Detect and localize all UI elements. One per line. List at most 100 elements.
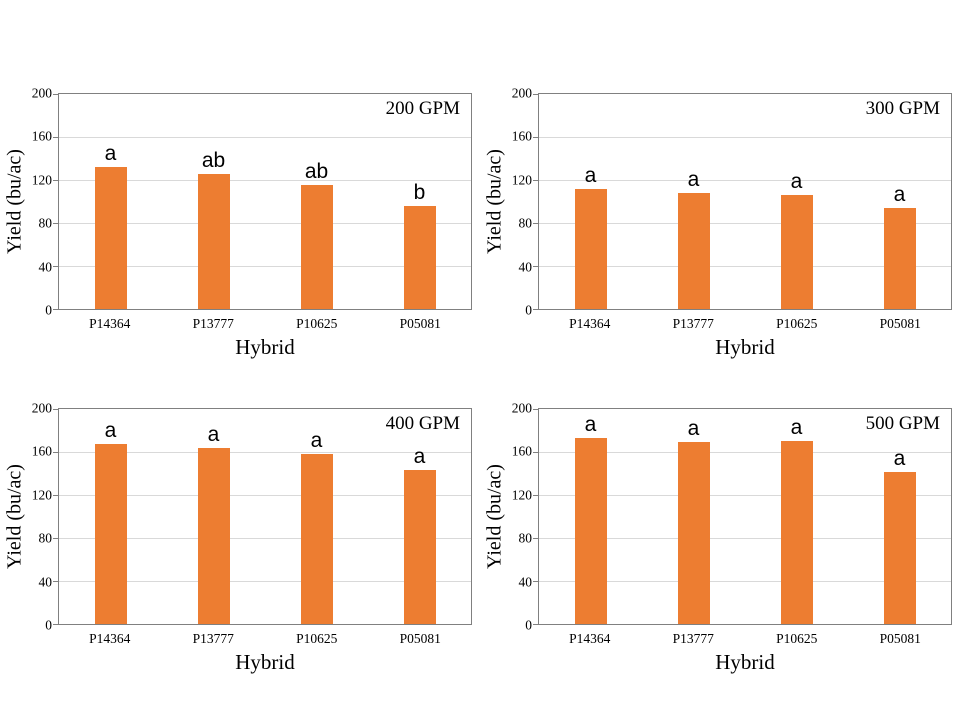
bar-p10625 bbox=[300, 185, 333, 309]
x-tick-label-p13777: P13777 bbox=[672, 316, 714, 331]
x-tick-label-p13777: P13777 bbox=[672, 631, 714, 646]
y-tick-label: 160 bbox=[31, 443, 52, 459]
y-tick-label: 200 bbox=[511, 400, 532, 416]
gridline-80 bbox=[539, 538, 951, 539]
sig-letter-p10625: ab bbox=[304, 160, 329, 184]
y-axis-tick-labels: 0 40 80 120 160 200 bbox=[480, 86, 532, 316]
bar-p14364 bbox=[94, 444, 127, 624]
sig-letter-p14364: a bbox=[104, 142, 117, 166]
x-tick-label-p10625: P10625 bbox=[776, 631, 818, 646]
sig-letter-p05081: a bbox=[893, 447, 906, 471]
y-tick-label: 120 bbox=[31, 487, 52, 503]
y-tick-label: 120 bbox=[511, 487, 532, 503]
x-tick-label-p13777: P13777 bbox=[192, 631, 234, 646]
sig-letter-p13777: ab bbox=[201, 148, 226, 172]
y-tick-mark bbox=[533, 581, 539, 582]
bar-p13777 bbox=[677, 192, 710, 309]
x-tick-label-p14364: P14364 bbox=[569, 316, 611, 331]
y-tick-label: 160 bbox=[31, 128, 52, 144]
sig-letter-p13777: a bbox=[687, 417, 700, 441]
y-tick-mark bbox=[53, 137, 59, 138]
y-tick-label: 0 bbox=[525, 617, 532, 633]
y-tick-label: 200 bbox=[511, 85, 532, 101]
y-tick-label: 200 bbox=[31, 85, 52, 101]
y-tick-mark bbox=[533, 180, 539, 181]
y-axis-tick-labels: 0 40 80 120 160 200 bbox=[480, 401, 533, 631]
chart-panel-200-gpm: Yield (bu/ac) 0 40 80 120 160 200 200 GPM a ab… bbox=[0, 85, 480, 385]
x-axis-title: Hybrid bbox=[235, 650, 295, 674]
plot-area: 200 GPM a ab ab b bbox=[53, 93, 472, 310]
x-tick-label-p10625: P10625 bbox=[296, 631, 338, 646]
x-tick-label-p14364: P14364 bbox=[89, 631, 131, 646]
plot-area: 400 GPM a a a a bbox=[53, 408, 472, 625]
y-tick-mark bbox=[53, 223, 59, 224]
x-tick-label-p13777: P13777 bbox=[192, 316, 234, 331]
sig-letter-p13777: a bbox=[687, 167, 700, 191]
x-tick-label-p14364: P14364 bbox=[89, 316, 131, 331]
y-tick-mark bbox=[533, 223, 539, 224]
y-tick-mark bbox=[53, 495, 59, 496]
x-axis-tick-labels: P14364 P13777 P10625 P05081 bbox=[538, 632, 952, 648]
sig-letter-p14364: a bbox=[584, 413, 597, 437]
gridline-80 bbox=[59, 223, 471, 224]
y-tick-label: 160 bbox=[511, 443, 532, 459]
plot-area: 300 GPM a a a a bbox=[533, 93, 952, 310]
x-axis-title: Hybrid bbox=[235, 335, 295, 359]
x-axis-tick-labels: P14364 P13777 P10625 P05081 bbox=[58, 317, 472, 333]
y-tick-mark bbox=[53, 624, 59, 625]
y-tick-mark bbox=[533, 137, 539, 138]
y-tick-mark bbox=[53, 309, 59, 310]
gridline-160 bbox=[539, 452, 951, 453]
y-axis-tick-labels: 0 40 80 120 160 200 bbox=[0, 401, 52, 631]
chart-annotation-gpm: 200 GPM bbox=[385, 98, 460, 119]
y-tick-label: 200 bbox=[31, 400, 52, 416]
bar-p13777 bbox=[677, 442, 710, 624]
y-tick-label: 0 bbox=[525, 302, 532, 318]
x-axis-title: Hybrid bbox=[715, 335, 775, 359]
y-tick-label: 0 bbox=[45, 302, 52, 318]
sig-letter-p10625: a bbox=[790, 416, 803, 440]
x-tick-label-p14364: P14364 bbox=[569, 631, 611, 646]
y-tick-label: 40 bbox=[518, 573, 533, 589]
sig-letter-p14364: a bbox=[104, 419, 117, 443]
sig-letter-p14364: a bbox=[584, 163, 597, 187]
x-tick-label-p05081: P05081 bbox=[399, 316, 441, 331]
y-axis-tick-labels: 0 40 80 120 160 200 bbox=[0, 86, 53, 316]
y-tick-mark bbox=[533, 266, 539, 267]
gridline-80 bbox=[539, 223, 951, 224]
x-tick-label-p05081: P05081 bbox=[879, 631, 921, 646]
y-tick-mark bbox=[53, 538, 59, 539]
bar-p10625 bbox=[780, 195, 813, 309]
x-tick-label-p10625: P10625 bbox=[776, 316, 818, 331]
bar-p05081 bbox=[883, 207, 916, 309]
x-tick-label-p05081: P05081 bbox=[879, 316, 921, 331]
y-tick-label: 0 bbox=[45, 617, 52, 633]
sig-letter-p10625: a bbox=[310, 429, 323, 453]
x-axis-title: Hybrid bbox=[715, 650, 775, 674]
y-tick-label: 80 bbox=[38, 215, 53, 231]
gridline-160 bbox=[59, 137, 471, 138]
bar-p14364 bbox=[94, 167, 127, 309]
chart-annotation-gpm: 400 GPM bbox=[385, 413, 460, 434]
gridline-120 bbox=[59, 180, 471, 181]
y-tick-mark bbox=[533, 538, 539, 539]
y-tick-label: 120 bbox=[511, 172, 532, 188]
chart-annotation-gpm: 300 GPM bbox=[865, 98, 940, 119]
y-tick-label: 120 bbox=[31, 172, 52, 188]
y-tick-label: 160 bbox=[511, 128, 532, 144]
y-tick-mark bbox=[53, 581, 59, 582]
y-tick-mark bbox=[53, 94, 59, 95]
y-tick-mark bbox=[533, 452, 539, 453]
gridline-40 bbox=[59, 266, 471, 267]
bar-p10625 bbox=[780, 441, 813, 624]
y-tick-mark bbox=[533, 94, 539, 95]
bar-p14364 bbox=[574, 438, 607, 624]
gridline-40 bbox=[59, 581, 471, 582]
y-tick-mark bbox=[53, 452, 59, 453]
gridline-120 bbox=[539, 495, 951, 496]
y-tick-mark bbox=[533, 624, 539, 625]
y-tick-mark bbox=[53, 266, 59, 267]
